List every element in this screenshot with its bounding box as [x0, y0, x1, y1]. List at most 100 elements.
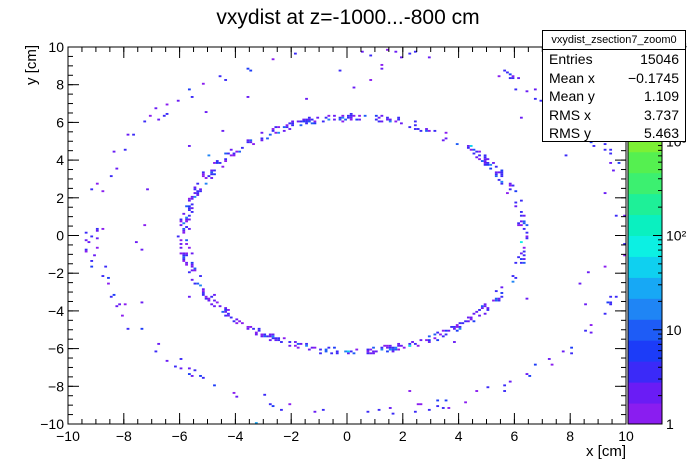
histogram-bin: [480, 307, 484, 310]
histogram-bin: [199, 374, 202, 377]
histogram-bin: [296, 346, 300, 349]
histogram-bin: [305, 342, 308, 345]
histogram-bin: [475, 156, 479, 159]
histogram-bin: [517, 222, 520, 225]
histogram-bin: [132, 133, 135, 136]
histogram-bin: [201, 290, 205, 293]
histogram-bin: [288, 122, 292, 125]
y-tick-label: 2: [56, 190, 64, 206]
histogram-bin: [528, 374, 532, 377]
histogram-bin: [369, 352, 373, 355]
histogram-bin: [291, 122, 294, 125]
histogram-bin: [190, 252, 194, 255]
histogram-bin: [388, 407, 392, 409]
histogram-bin: [235, 318, 239, 321]
histogram-bin: [506, 192, 509, 195]
histogram-bin: [190, 263, 194, 266]
histogram-bin: [453, 325, 456, 328]
histogram-bin: [232, 320, 236, 323]
histogram-bin: [508, 182, 512, 185]
histogram-bin: [478, 309, 481, 311]
histogram-hotspot-bin: [469, 145, 473, 147]
histogram-bin: [508, 77, 512, 80]
histogram-bin: [380, 348, 384, 351]
histogram-bin: [84, 248, 88, 251]
histogram-bin: [227, 152, 230, 155]
histogram-bin: [95, 229, 99, 232]
histogram-bin: [341, 116, 345, 119]
histogram-bin: [489, 163, 493, 166]
histogram-bin: [232, 154, 236, 157]
histogram-bin: [305, 344, 308, 347]
histogram-bin: [176, 235, 180, 238]
histogram-bin: [126, 327, 130, 330]
histogram-bin: [185, 226, 188, 228]
histogram-bin: [291, 120, 294, 123]
histogram-bin: [486, 309, 490, 311]
histogram-bin: [109, 295, 113, 298]
histogram-bin: [101, 190, 105, 193]
histogram-bin: [201, 293, 205, 296]
histogram-bin: [475, 390, 479, 392]
histogram-bin: [425, 128, 428, 130]
histogram-bin: [291, 124, 294, 127]
histogram-bin: [349, 350, 353, 353]
histogram-bin: [511, 280, 515, 283]
y-tick-label: −6: [48, 341, 64, 357]
histogram-bin: [475, 150, 479, 153]
histogram-bin: [427, 56, 431, 59]
histogram-bin: [285, 126, 289, 129]
histogram-bin: [201, 173, 205, 176]
histogram-bin: [182, 227, 186, 230]
histogram-bin: [187, 218, 191, 221]
histogram-bin: [193, 267, 197, 270]
histogram-bin: [419, 339, 423, 342]
histogram-bin: [90, 235, 94, 238]
histogram-bin: [90, 188, 94, 191]
histogram-bin: [374, 114, 378, 117]
histogram-bin: [377, 120, 381, 123]
histogram-bin: [313, 122, 317, 125]
histogram-bin: [578, 282, 582, 285]
histogram-bin: [101, 227, 105, 230]
histogram-bin: [274, 131, 278, 134]
histogram-bin: [358, 114, 361, 117]
histogram-bin: [453, 341, 456, 343]
histogram-bin: [522, 258, 526, 261]
histogram-bin: [453, 327, 456, 330]
histogram-bin: [187, 207, 191, 210]
histogram-bin: [494, 175, 498, 178]
histogram-bin: [84, 250, 88, 253]
histogram-bin: [277, 131, 281, 134]
histogram-bin: [204, 111, 208, 113]
histogram-bin: [187, 209, 191, 211]
histogram-bin: [425, 129, 428, 132]
histogram-bin: [190, 261, 194, 264]
histogram-bin: [210, 171, 214, 174]
histogram-bin: [140, 301, 144, 304]
histogram-bin: [377, 116, 381, 119]
histogram-bin: [503, 384, 507, 387]
histogram-bin: [508, 188, 512, 191]
histogram-bin: [472, 320, 476, 323]
histogram-bin: [517, 256, 520, 259]
histogram-bin: [464, 401, 467, 404]
histogram-bin: [497, 299, 501, 302]
x-tick-label: −6: [172, 428, 188, 444]
histogram-bin: [386, 344, 389, 347]
histogram-bin: [589, 331, 593, 334]
histogram-bin: [154, 107, 158, 110]
histogram-bin: [550, 363, 554, 366]
stats-box-name: vxydist_zsection7_zoom0: [543, 31, 685, 50]
histogram-bin: [199, 284, 202, 287]
histogram-bin: [589, 141, 593, 144]
histogram-bin: [617, 161, 621, 164]
histogram-bin: [249, 69, 253, 72]
colorbar-segment: [628, 151, 662, 174]
histogram-bin: [397, 344, 401, 347]
colorbar-segment: [628, 172, 662, 195]
histogram-bin: [179, 246, 183, 249]
histogram-bin: [500, 180, 504, 183]
x-tick-label: 8: [566, 428, 574, 444]
colorbar-segment: [628, 403, 662, 425]
